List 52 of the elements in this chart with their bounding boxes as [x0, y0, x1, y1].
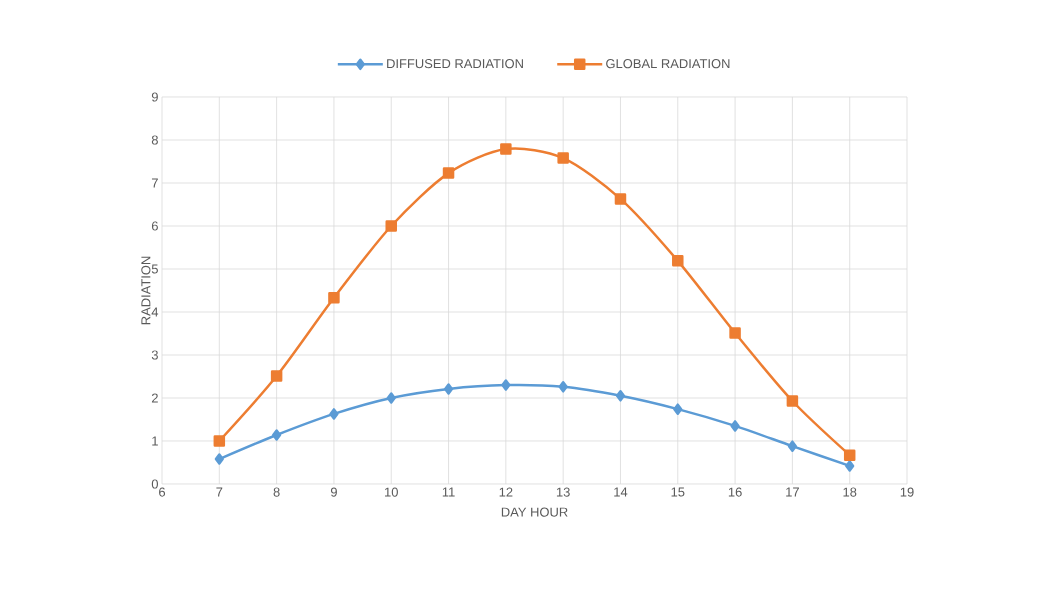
y-tick-label: 8: [151, 135, 158, 145]
y-tick-label: 5: [151, 264, 158, 274]
y-tick-label: 3: [151, 350, 158, 360]
x-tick-label: 15: [671, 487, 685, 497]
point: [442, 167, 455, 179]
y-tick-label: 0: [151, 479, 158, 489]
point: [614, 193, 627, 205]
point: [386, 392, 396, 404]
point: [385, 220, 397, 232]
point: [786, 395, 799, 407]
point: [729, 327, 741, 339]
point: [557, 152, 569, 164]
point: [443, 383, 454, 395]
y-tick-label: 9: [151, 92, 158, 102]
x-tick-label: 6: [159, 487, 166, 497]
point: [558, 381, 568, 393]
y-tick-label: 2: [151, 393, 158, 403]
x-tick-label: 16: [728, 487, 742, 497]
y-tick-label: 7: [151, 178, 158, 188]
point: [329, 408, 339, 420]
point: [787, 440, 798, 452]
x-tick-label: 13: [556, 487, 570, 497]
point: [270, 370, 283, 382]
x-tick-label: 12: [499, 487, 513, 497]
x-tick-label: 8: [273, 487, 280, 497]
point: [272, 429, 282, 441]
legend-label: GLOBAL RADIATION: [606, 59, 730, 69]
point: [214, 453, 224, 465]
x-tick-label: 18: [843, 487, 857, 497]
x-tick-label: 14: [614, 487, 628, 497]
x-tick-label: 11: [442, 487, 455, 497]
x-tick-label: 7: [216, 487, 223, 497]
y-tick-label: 6: [151, 221, 158, 231]
x-tick-label: 19: [900, 487, 914, 497]
point: [213, 435, 226, 447]
x-axis-title: DAY HOUR: [501, 507, 568, 517]
x-tick-label: 9: [330, 487, 337, 497]
point: [843, 449, 856, 461]
point: [615, 390, 626, 402]
y-tick-label: 1: [152, 436, 158, 446]
point: [845, 460, 855, 472]
x-tick-label: 10: [385, 487, 398, 497]
y-tick-label: 4: [151, 307, 159, 317]
point: [672, 255, 684, 267]
y-axis-title: RADIATION: [141, 256, 151, 325]
point: [730, 420, 740, 432]
legend-label: DIFFUSED RADIATION: [387, 59, 523, 69]
point: [500, 143, 512, 155]
point: [501, 379, 511, 391]
point: [328, 292, 340, 304]
x-tick-label: 17: [786, 487, 799, 497]
point: [673, 403, 683, 415]
